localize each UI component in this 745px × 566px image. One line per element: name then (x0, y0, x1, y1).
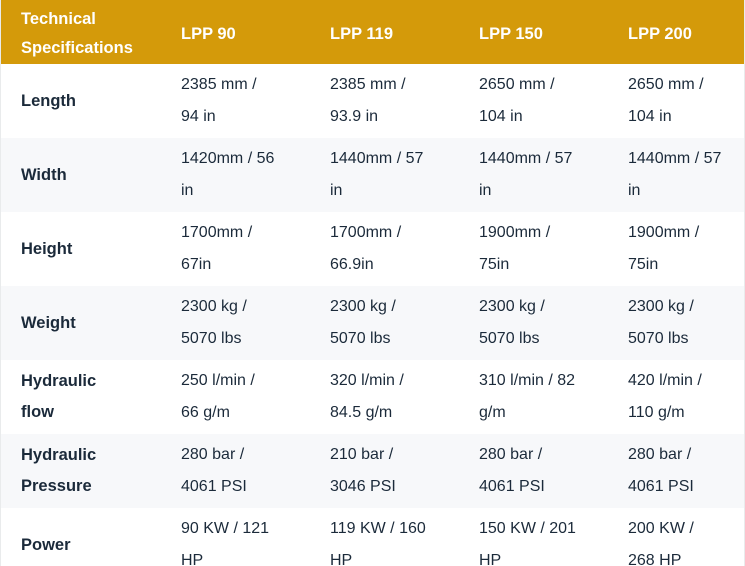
spec-value: 1900mm / 75in (628, 224, 700, 273)
spec-value: 210 bar / 3046 PSI (330, 446, 396, 495)
spec-value: 280 bar / 4061 PSI (181, 446, 247, 495)
table-row-power: Power 90 KW / 121 HP 119 KW / 160 HP 150… (1, 508, 744, 566)
spec-value: 90 KW / 121 HP (181, 520, 270, 566)
spec-value: 280 bar / 4061 PSI (479, 446, 545, 495)
column-header-lpp-150: LPP 150 (479, 24, 543, 43)
spec-value: 200 KW / 268 HP (628, 520, 694, 566)
spec-value: 2300 kg / 5070 lbs (181, 298, 247, 347)
spec-value: 2300 kg / 5070 lbs (330, 298, 396, 347)
row-label: Hydraulic flow (21, 372, 97, 421)
table-row-length: Length 2385 mm / 94 in 2385 mm / 93.9 in… (1, 64, 744, 138)
row-label: Height (21, 239, 73, 258)
table-row-weight: Weight 2300 kg / 5070 lbs 2300 kg / 5070… (1, 286, 744, 360)
column-header-lpp-200: LPP 200 (628, 24, 692, 43)
spec-value: 1900mm / 75in (479, 224, 551, 273)
row-label: Hydraulic Pressure (21, 446, 97, 495)
table-header-row: Technical Specifications LPP 90 LPP 119 … (1, 0, 744, 64)
spec-value: 2650 mm / 104 in (479, 76, 555, 125)
row-label: Width (21, 165, 67, 184)
spec-value: 119 KW / 160 HP (330, 520, 426, 566)
spec-value: 1420mm / 56 in (181, 150, 275, 199)
spec-value: 320 l/min / 84.5 g/m (330, 372, 404, 421)
spec-value: 1440mm / 57 in (628, 150, 722, 199)
row-label: Weight (21, 313, 76, 332)
table-row-hydraulic-pressure: Hydraulic Pressure 280 bar / 4061 PSI 21… (1, 434, 744, 508)
spec-value: 280 bar / 4061 PSI (628, 446, 694, 495)
spec-value: 420 l/min / 110 g/m (628, 372, 702, 421)
spec-value: 2300 kg / 5070 lbs (628, 298, 694, 347)
column-header-lpp-119: LPP 119 (330, 24, 393, 43)
spec-value: 250 l/min / 66 g/m (181, 372, 255, 421)
spec-value: 2650 mm / 104 in (628, 76, 704, 125)
table-row-height: Height 1700mm / 67in 1700mm / 66.9in 190… (1, 212, 744, 286)
spec-value: 2385 mm / 94 in (181, 76, 257, 125)
spec-value: 2385 mm / 93.9 in (330, 76, 406, 125)
table-row-width: Width 1420mm / 56 in 1440mm / 57 in 1440… (1, 138, 744, 212)
spec-value: 1700mm / 67in (181, 224, 253, 273)
table-row-hydraulic-flow: Hydraulic flow 250 l/min / 66 g/m 320 l/… (1, 360, 744, 434)
spec-value: 1700mm / 66.9in (330, 224, 402, 273)
spec-value: 1440mm / 57 in (330, 150, 424, 199)
spec-value: 150 KW / 201 HP (479, 520, 576, 566)
row-label: Power (21, 535, 71, 554)
spec-value: 310 l/min / 82 g/m (479, 372, 576, 421)
spec-value: 2300 kg / 5070 lbs (479, 298, 545, 347)
row-label: Length (21, 91, 76, 110)
table-title: Technical Specifications (21, 10, 133, 57)
column-header-lpp-90: LPP 90 (181, 24, 236, 43)
spec-value: 1440mm / 57 in (479, 150, 573, 199)
